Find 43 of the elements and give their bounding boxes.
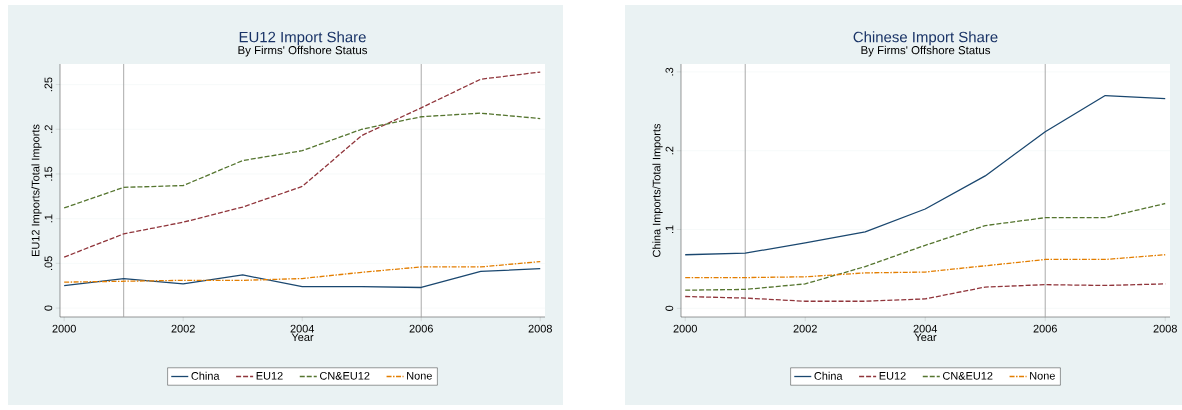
x-tick-label: 2000	[673, 324, 697, 333]
x-tick-label: 2004	[913, 324, 938, 333]
legend-label: China	[191, 371, 220, 380]
x-tick-label: 2000	[52, 324, 76, 333]
x-tick-label: 2008	[528, 324, 552, 333]
legend-label: EU12	[256, 371, 283, 380]
y-tick-label: .15	[44, 166, 53, 181]
y-axis-title: China Imports/Total Imports	[652, 123, 663, 257]
chart-subtitle: By Firms' Offshore Status	[238, 45, 368, 57]
legend-label: CN&EU12	[319, 371, 370, 380]
y-tick-label: .2	[665, 146, 674, 155]
line-series	[63, 268, 541, 289]
legend-label: China	[814, 371, 843, 380]
chart-title: EU12 Import Share	[239, 31, 366, 46]
x-tick-label: 2006	[409, 324, 433, 333]
line-series	[684, 254, 1166, 279]
x-tick-label: 2006	[1033, 324, 1057, 333]
y-tick-label: 0	[665, 305, 674, 311]
line-series	[684, 202, 1166, 291]
x-axis-title: Year	[914, 333, 937, 342]
x-tick-label: 2002	[793, 324, 817, 333]
y-axis-title: EU12 Imports/Total Imports	[31, 124, 42, 256]
legend-label: CN&EU12	[942, 371, 993, 380]
line-series	[684, 94, 1166, 256]
x-axis-title: Year	[291, 333, 314, 342]
chart-subtitle: By Firms' Offshore Status	[861, 45, 991, 57]
y-tick-label: .3	[665, 67, 674, 76]
chart-title: Chinese Import Share	[853, 31, 998, 46]
y-tick-label: .25	[44, 77, 53, 92]
y-tick-label: .05	[44, 256, 53, 270]
y-tick-label: .2	[44, 125, 53, 133]
line-series	[63, 112, 541, 209]
x-tick-label: 2008	[1153, 324, 1177, 333]
line-series	[684, 283, 1166, 302]
y-tick-label: 0	[44, 305, 53, 311]
legend-label: None	[1030, 371, 1055, 380]
x-tick-label: 2004	[290, 324, 315, 333]
y-tick-label: .1	[665, 225, 674, 234]
x-tick-label: 2002	[171, 324, 195, 333]
legend-label: EU12	[879, 371, 906, 380]
line-series	[63, 71, 541, 258]
y-tick-label: .1	[44, 214, 53, 223]
legend-label: None	[407, 371, 432, 380]
